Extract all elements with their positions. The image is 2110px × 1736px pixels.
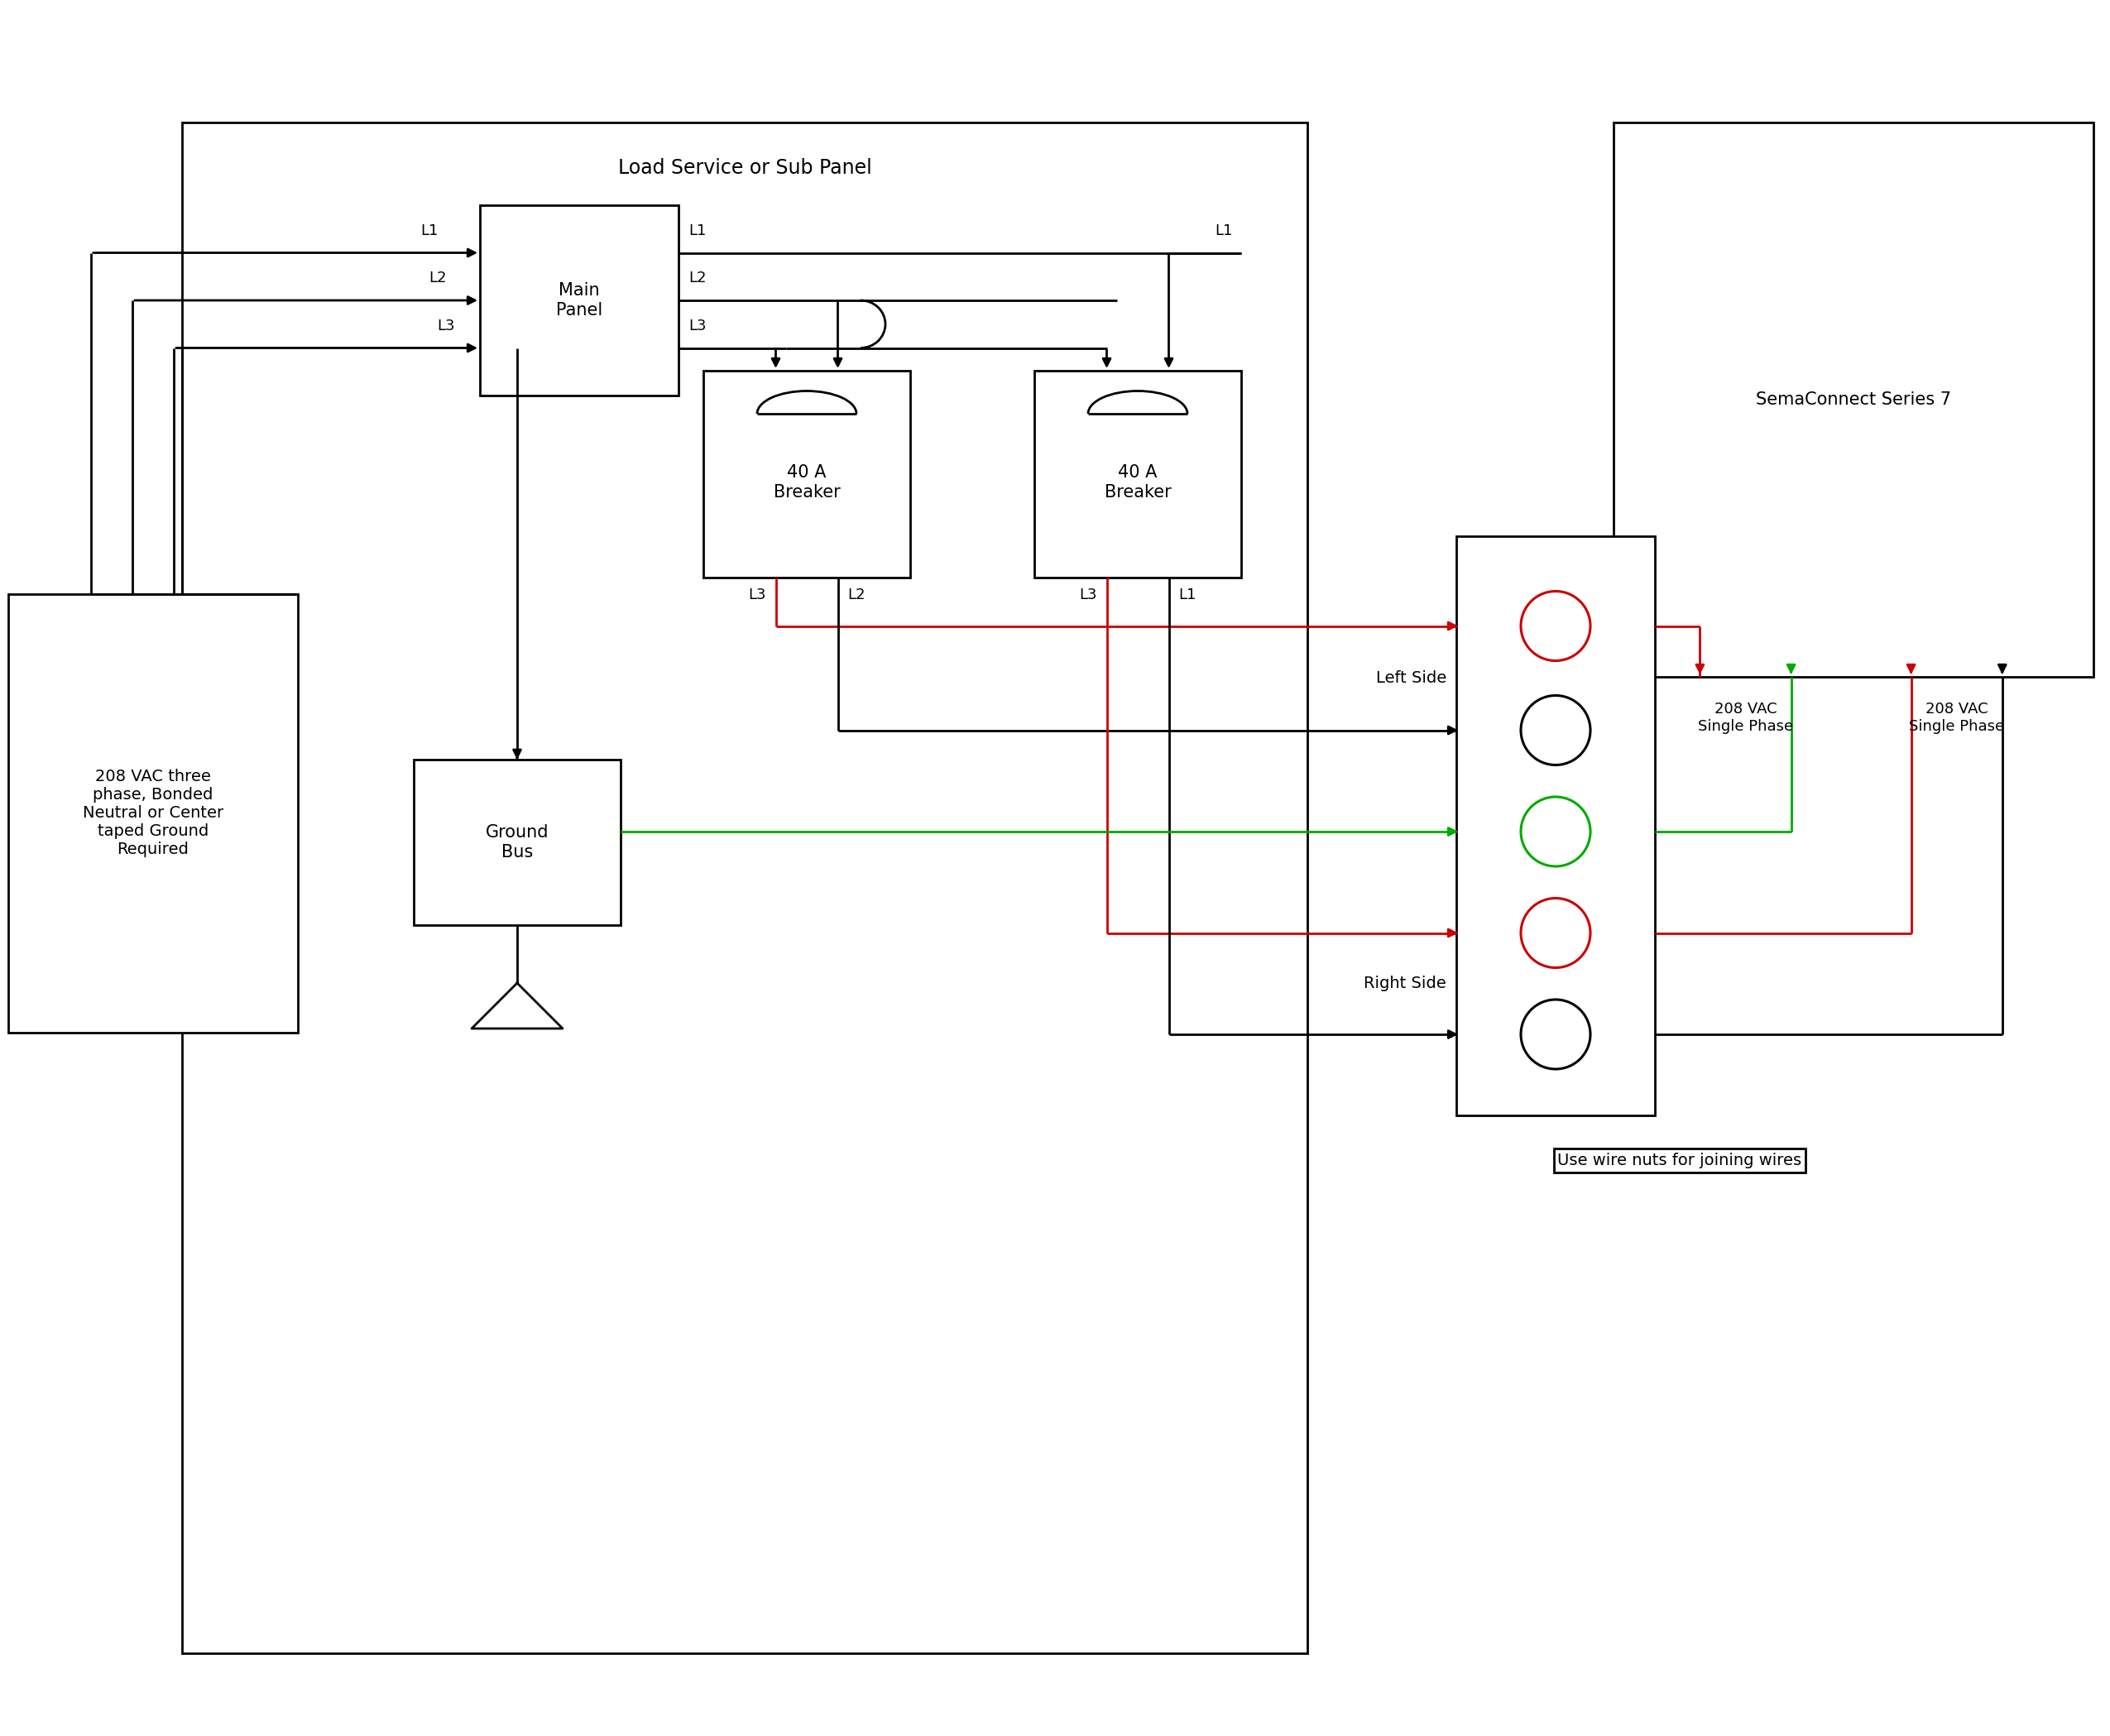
Text: L1: L1 (1215, 222, 1232, 238)
Bar (703, 372, 909, 578)
Text: L3: L3 (437, 318, 456, 333)
Text: L3: L3 (688, 318, 707, 333)
Text: Use wire nuts for joining wires: Use wire nuts for joining wires (1557, 1153, 1802, 1168)
Text: L2: L2 (848, 587, 865, 602)
Circle shape (1521, 696, 1591, 766)
Text: Left Side: Left Side (1376, 670, 1445, 686)
Bar (181, 123, 1308, 1653)
Text: 208 VAC
Single Phase: 208 VAC Single Phase (1699, 701, 1793, 734)
Text: L3: L3 (749, 587, 766, 602)
Text: Ground
Bus: Ground Bus (485, 825, 549, 861)
Text: L1: L1 (420, 222, 439, 238)
Bar (1614, 123, 2093, 677)
Bar (1034, 372, 1241, 578)
Text: L3: L3 (1078, 587, 1097, 602)
Circle shape (1521, 592, 1591, 661)
Text: L1: L1 (688, 222, 707, 238)
Text: Load Service or Sub Panel: Load Service or Sub Panel (618, 158, 871, 177)
Bar (1456, 536, 1654, 1116)
Text: L2: L2 (688, 271, 707, 285)
Text: Right Side: Right Side (1363, 976, 1445, 991)
Text: 208 VAC
Single Phase: 208 VAC Single Phase (1910, 701, 2004, 734)
Circle shape (1521, 898, 1591, 967)
Bar (414, 760, 620, 925)
Text: L1: L1 (1179, 587, 1196, 602)
Text: SemaConnect Series 7: SemaConnect Series 7 (1756, 391, 1952, 408)
Circle shape (1521, 797, 1591, 866)
Text: L2: L2 (428, 271, 447, 285)
Bar (8, 594, 298, 1033)
Bar (479, 205, 679, 396)
Text: Main
Panel: Main Panel (555, 283, 603, 318)
Text: 40 A
Breaker: 40 A Breaker (774, 465, 840, 500)
Text: 208 VAC three
phase, Bonded
Neutral or Center
taped Ground
Required: 208 VAC three phase, Bonded Neutral or C… (82, 769, 224, 858)
Text: 40 A
Breaker: 40 A Breaker (1104, 465, 1171, 500)
Circle shape (1521, 1000, 1591, 1069)
